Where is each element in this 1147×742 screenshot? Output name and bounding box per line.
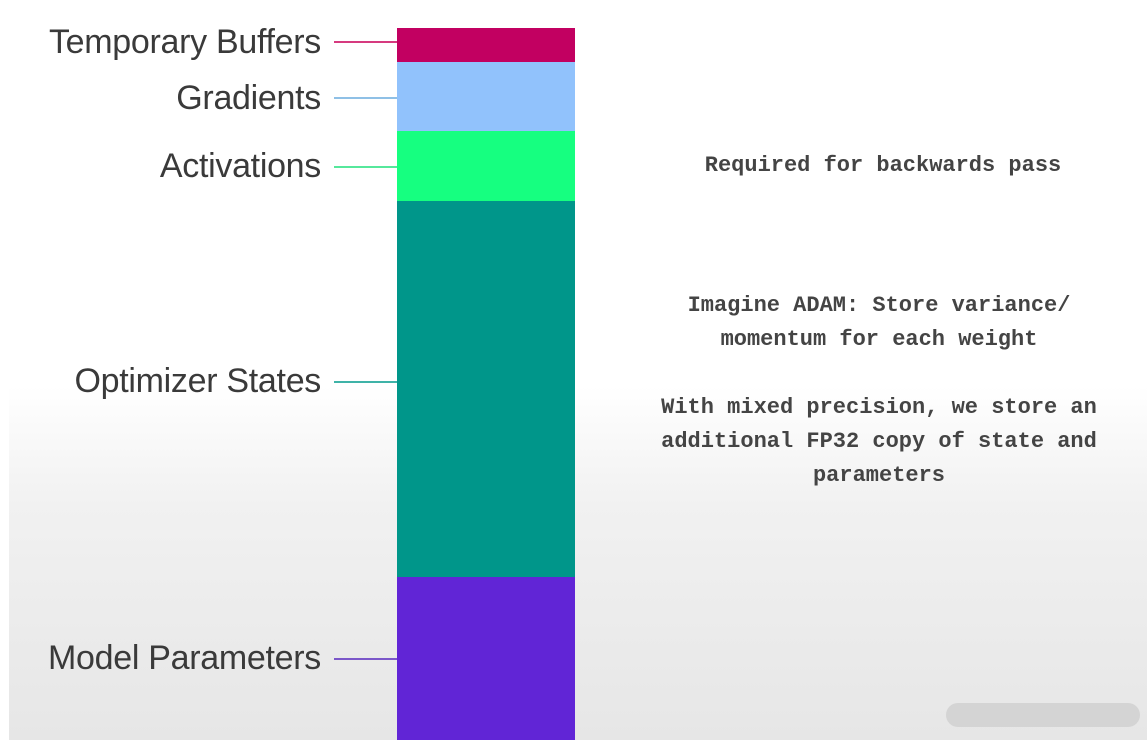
frame-left-edge — [0, 0, 9, 742]
segment-temporary-buffers — [397, 28, 575, 62]
connector-temporary-buffers — [334, 41, 397, 43]
connector-gradients — [334, 97, 397, 99]
note-mixed-precision-line3: parameters — [812, 463, 946, 488]
label-model-parameters: Model Parameters — [48, 639, 321, 677]
note-mixed-precision: With mixed precision, we store an additi… — [614, 391, 1144, 493]
note-activations: Required for backwards pass — [640, 149, 1126, 183]
note-activations-text: Required for backwards pass — [704, 153, 1062, 178]
connector-activations — [334, 166, 397, 168]
connector-optimizer-states — [334, 381, 397, 383]
segment-model-parameters — [397, 577, 575, 742]
label-temporary-buffers: Temporary Buffers — [48, 23, 321, 61]
note-optimizer-adam-line2: momentum for each weight — [720, 327, 1038, 352]
segment-activations — [397, 131, 575, 201]
note-mixed-precision-line2: additional FP32 copy of state and — [661, 429, 1097, 454]
segment-gradients — [397, 62, 575, 131]
video-progress-pill — [946, 703, 1140, 727]
connector-model-parameters — [334, 658, 397, 660]
label-activations: Activations — [159, 147, 321, 185]
memory-stack-bar — [397, 28, 575, 742]
segment-optimizer-states — [397, 201, 575, 577]
note-optimizer-adam: Imagine ADAM: Store variance/ momentum f… — [614, 289, 1144, 357]
frame-bottom-edge — [0, 740, 1147, 742]
label-optimizer-states: Optimizer States — [74, 362, 322, 400]
note-mixed-precision-line1: With mixed precision, we store an — [661, 395, 1097, 420]
note-optimizer-adam-line1: Imagine ADAM: Store variance/ — [687, 293, 1071, 318]
label-gradients: Gradients — [176, 79, 321, 117]
